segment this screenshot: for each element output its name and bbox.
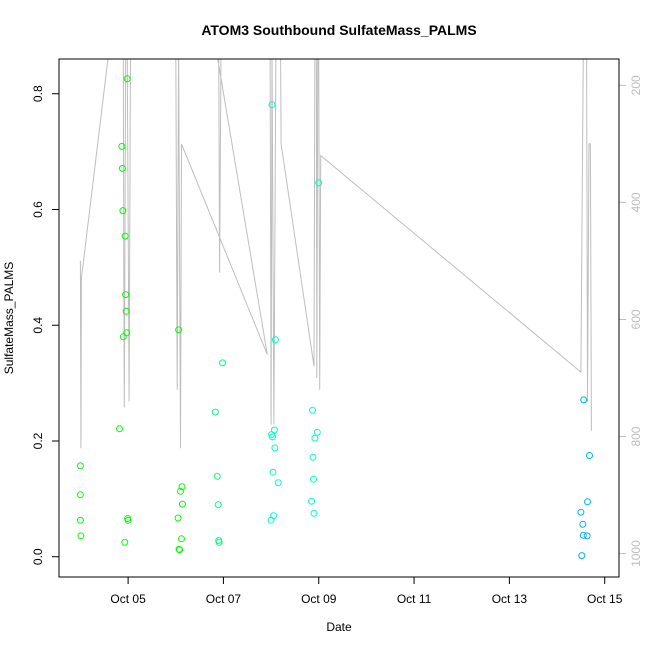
data-point (586, 452, 593, 459)
data-point (176, 546, 184, 554)
x-tick-label: Oct 11 (397, 592, 432, 606)
data-point (174, 514, 182, 522)
data-point (310, 509, 318, 517)
data-point (584, 498, 591, 506)
data-point (116, 425, 123, 433)
data-point (123, 329, 131, 337)
data-point (76, 462, 84, 470)
data-point (118, 164, 126, 172)
data-point (178, 500, 186, 508)
data-point (119, 333, 127, 341)
data-point (313, 428, 321, 436)
y2-tick-label: 600 (629, 309, 643, 329)
data-point (215, 538, 223, 546)
x-tick-label: Oct 09 (301, 592, 337, 606)
data-point (118, 142, 126, 150)
data-points (76, 75, 593, 560)
data-point (308, 497, 316, 505)
data-point (211, 408, 219, 416)
data-point (578, 552, 586, 560)
x-tick-label: Oct 07 (206, 592, 242, 606)
data-point (311, 434, 319, 442)
data-point (309, 406, 316, 414)
data-point (269, 433, 276, 441)
data-point (178, 535, 185, 543)
chart-title: ATOM3 Southbound SulfateMass_PALMS (201, 22, 476, 38)
y-tick-label: 0.2 (31, 432, 45, 449)
data-point (315, 179, 323, 187)
y-tick-label: 0.0 (31, 548, 45, 565)
data-point (177, 487, 184, 495)
data-point (121, 232, 129, 240)
data-point (121, 538, 129, 546)
y-tick-label: 0.4 (31, 317, 45, 334)
y-tick-label: 0.8 (31, 85, 45, 102)
data-point (270, 512, 277, 520)
data-point (579, 531, 587, 539)
data-point (119, 207, 127, 215)
data-point (213, 472, 221, 480)
data-point (214, 501, 222, 509)
data-point (309, 453, 317, 461)
x-axis-label: Date (326, 620, 352, 634)
y2-tick-label: 400 (629, 192, 643, 212)
plot-frame (58, 58, 620, 578)
y-tick-label: 0.6 (31, 201, 45, 218)
data-point (122, 291, 130, 299)
data-point (175, 326, 183, 334)
data-point (219, 359, 226, 367)
data-point (271, 444, 279, 452)
data-point (178, 483, 186, 491)
pressure-line (79, 59, 592, 449)
data-point (76, 516, 84, 524)
x-tick-label: Oct 15 (587, 592, 623, 606)
y2-tick-label: 200 (629, 75, 643, 95)
y2-tick-label: 1000 (629, 540, 643, 567)
data-point (274, 479, 282, 487)
data-point (268, 101, 276, 109)
axes: Oct 05 Oct 07 Oct 09 Oct 11 Oct 13 Oct 15 0.0 0… (31, 75, 643, 606)
data-point (270, 426, 278, 434)
x-tick-label: Oct 05 (110, 592, 146, 606)
data-point (269, 468, 277, 476)
pressure-track (79, 59, 592, 449)
y2-tick-label: 800 (629, 426, 643, 446)
data-point (580, 396, 588, 404)
data-point (271, 336, 279, 344)
data-point (310, 475, 317, 483)
data-point (579, 520, 587, 528)
data-point (122, 307, 130, 315)
data-point (577, 508, 585, 516)
data-point (124, 516, 132, 524)
data-point (583, 532, 591, 540)
x-tick-label: Oct 13 (492, 592, 528, 606)
data-point (77, 532, 85, 540)
y-axis-label: SulfateMass_PALMS (2, 262, 16, 375)
data-point (76, 491, 84, 499)
data-point (123, 75, 131, 83)
